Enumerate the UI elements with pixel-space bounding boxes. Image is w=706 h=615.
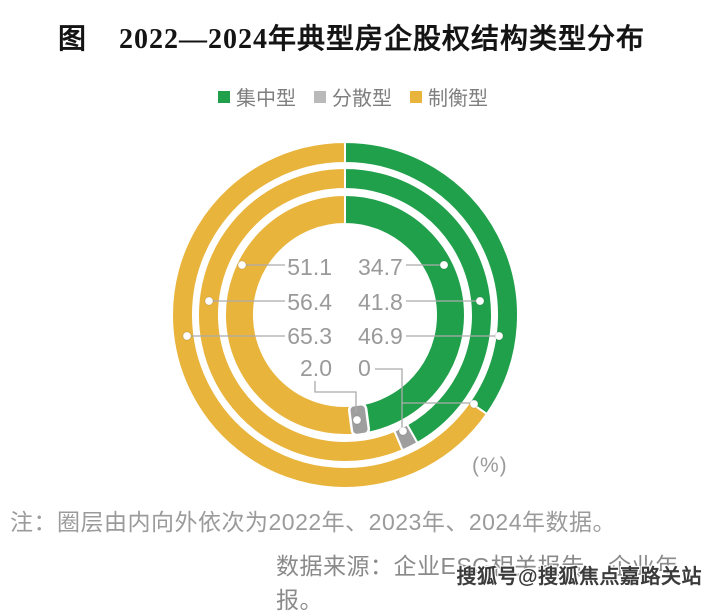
callout-dot bbox=[475, 296, 485, 306]
value-label-集中型-row3: 46.9 bbox=[358, 323, 403, 349]
value-label-集中型-row4: 0 bbox=[358, 355, 371, 381]
sohu-watermark: 搜狐号@搜狐焦点嘉路关站 bbox=[456, 566, 702, 588]
legend-label: 制衡型 bbox=[428, 88, 488, 110]
legend-swatch-icon bbox=[314, 90, 326, 103]
ring-order-note: 注：圈层由内向外依次为2022年、2023年、2024年数据。 bbox=[10, 509, 616, 535]
leader-line bbox=[375, 368, 403, 429]
legend-swatch-icon bbox=[218, 90, 230, 103]
value-label-集中型-row2: 41.8 bbox=[358, 289, 403, 315]
ring-2024-segment-制衡型 bbox=[171, 141, 488, 489]
value-label-制衡型-row3: 65.3 bbox=[287, 323, 332, 349]
callout-dot bbox=[494, 331, 504, 341]
legend-item-制衡型: 制衡型 bbox=[410, 82, 488, 111]
callout-dot bbox=[439, 260, 449, 270]
legend-label: 集中型 bbox=[236, 88, 296, 110]
ring-2022-segment-集中型 bbox=[344, 194, 466, 434]
value-label-制衡型-row1: 51.1 bbox=[287, 254, 332, 280]
legend-swatch-icon bbox=[410, 90, 422, 103]
ring-2023-segment-制衡型 bbox=[196, 167, 404, 463]
chart-title: 图 2022—2024年典型房企股权结构类型分布 bbox=[58, 24, 646, 55]
value-label-集中型-row1: 34.7 bbox=[358, 254, 403, 280]
chart-legend: 集中型 分散型 制衡型 bbox=[0, 82, 706, 111]
callout-dot bbox=[182, 331, 192, 341]
value-label-制衡型-row2: 56.4 bbox=[287, 289, 332, 315]
leader-line bbox=[314, 381, 357, 412]
legend-label: 分散型 bbox=[332, 88, 392, 110]
data-source-note: 数据来源：企业ESG相关报告、企业年报。 bbox=[276, 553, 679, 613]
callout-dot bbox=[398, 426, 408, 436]
donut-chart bbox=[171, 141, 519, 489]
ring-2022-segment-制衡型 bbox=[223, 194, 355, 436]
callout-dot bbox=[469, 399, 479, 409]
legend-item-集中型: 集中型 bbox=[218, 82, 296, 111]
callout-dot bbox=[204, 296, 214, 306]
value-label-制衡型-row4: 2.0 bbox=[300, 355, 332, 381]
callout-dot bbox=[352, 415, 362, 425]
unit-label: (%) bbox=[472, 454, 508, 477]
legend-item-分散型: 分散型 bbox=[314, 82, 392, 111]
callout-dot bbox=[237, 260, 247, 270]
